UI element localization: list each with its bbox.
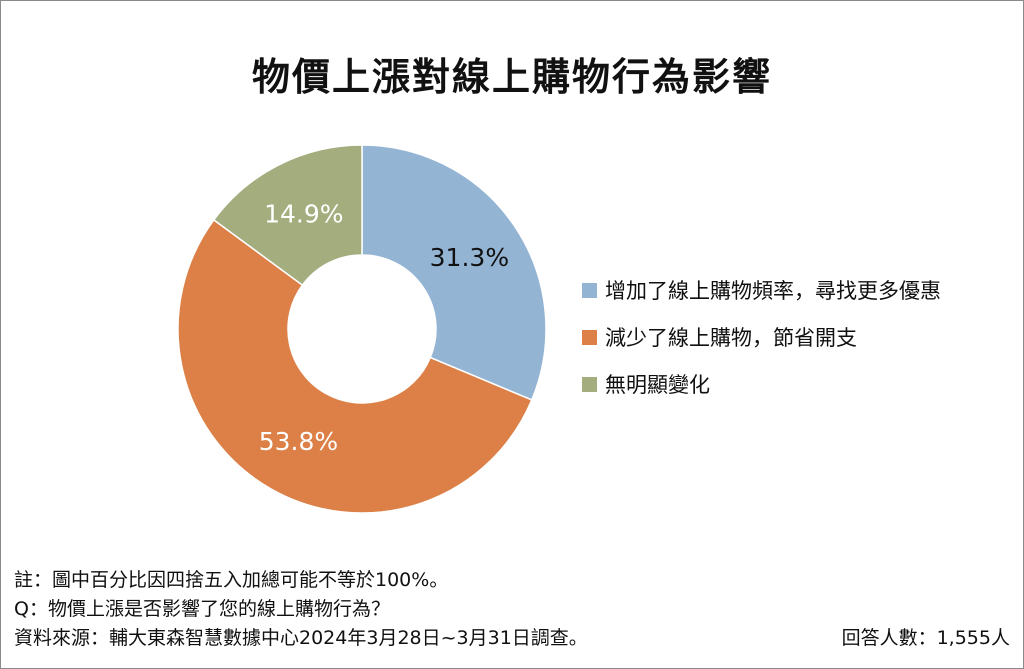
legend-label-decrease: 減少了線上購物，節省開支 xyxy=(605,326,857,350)
source-note: 資料來源：輔大東森智慧數據中心2024年3月28日~3月31日調查。 xyxy=(14,627,588,649)
slice-label-decrease: 53.8% xyxy=(259,427,338,456)
legend-item-decrease: 減少了線上購物，節省開支 xyxy=(582,325,941,350)
slice-increase xyxy=(361,144,547,401)
respondent-count: 回答人數：1,555人 xyxy=(841,627,1010,649)
slice-label-no-change: 14.9% xyxy=(264,199,343,228)
legend-swatch-no-change xyxy=(582,376,597,392)
chart-title: 物價上漲對線上購物行為影響 xyxy=(251,55,772,99)
chart-legend: 增加了線上購物頻率，尋找更多優惠 減少了線上購物，節省開支 無明顯變化 xyxy=(582,278,941,419)
legend-label-increase: 增加了線上購物頻率，尋找更多優惠 xyxy=(605,279,941,303)
legend-item-no-change: 無明顯變化 xyxy=(582,372,941,397)
slice-decrease xyxy=(177,218,533,514)
source-line: 資料來源：輔大東森智慧數據中心2024年3月28日~3月31日調查。 回答人數：… xyxy=(14,624,1014,653)
legend-swatch-decrease xyxy=(582,329,597,345)
legend-swatch-increase xyxy=(582,282,597,298)
survey-question: Q：物價上漲是否影響了您的線上購物行為？ xyxy=(14,598,390,620)
slice-no-change xyxy=(212,144,363,287)
legend-item-increase: 增加了線上購物頻率，尋找更多優惠 xyxy=(582,278,941,303)
legend-label-no-change: 無明顯變化 xyxy=(605,373,710,397)
slice-label-increase: 31.3% xyxy=(430,243,509,272)
rounding-note: 註：圖中百分比因四捨五入加總可能不等於100%。 xyxy=(14,569,449,591)
footnotes: 註：圖中百分比因四捨五入加總可能不等於100%。 Q：物價上漲是否影響了您的線上… xyxy=(14,566,1014,653)
